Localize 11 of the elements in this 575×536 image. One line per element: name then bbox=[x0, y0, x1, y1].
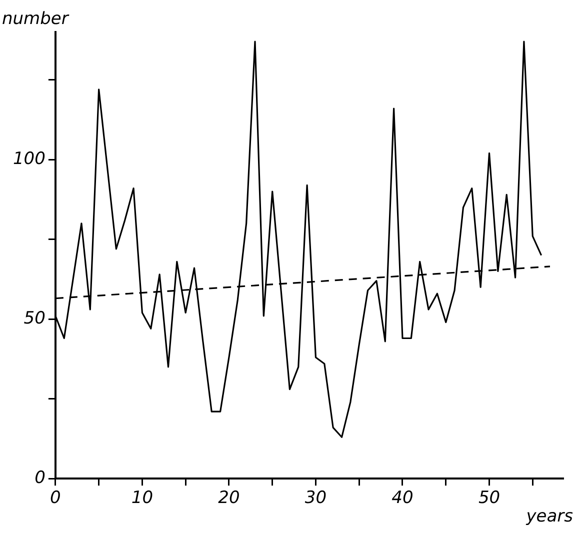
x-tick-label: 0 bbox=[50, 488, 61, 508]
x-tick-label: 50 bbox=[478, 488, 500, 508]
x-tick-label: 40 bbox=[392, 488, 414, 508]
y-axis-title: number bbox=[2, 8, 70, 29]
x-tick-label: 10 bbox=[131, 488, 154, 508]
x-tick-label: 30 bbox=[304, 488, 327, 508]
x-tick-label: 20 bbox=[218, 488, 240, 508]
y-tick-label: 100 bbox=[12, 149, 46, 170]
y-tick-label: 50 bbox=[24, 308, 46, 329]
y-tick-label: 0 bbox=[34, 468, 46, 488]
x-axis-title: years bbox=[525, 506, 574, 527]
